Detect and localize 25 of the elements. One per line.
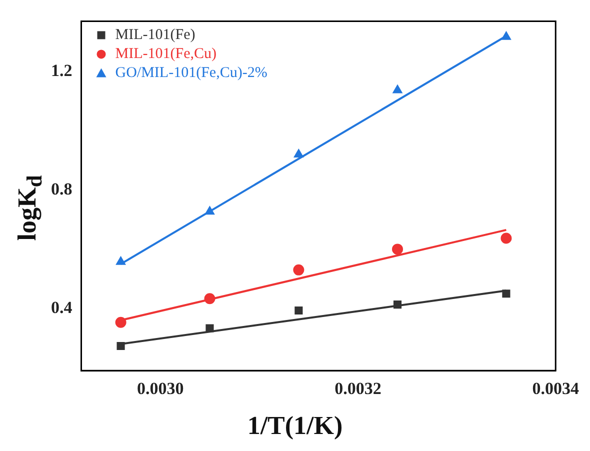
point	[116, 342, 125, 350]
point	[392, 244, 403, 255]
point	[115, 316, 126, 328]
x-tick-label: 0.0032	[334, 379, 382, 398]
point	[293, 264, 304, 276]
point	[204, 293, 216, 304]
point	[502, 290, 510, 298]
point	[204, 206, 215, 215]
y-tick-label: 0.8	[51, 179, 72, 198]
x-tick-label: 0.0034	[532, 379, 580, 398]
point	[206, 324, 214, 332]
point	[500, 232, 512, 244]
point	[294, 148, 304, 158]
point	[392, 84, 402, 94]
legend-label: MIL-101(Fe)	[115, 27, 196, 44]
y-tick-label: 1.2	[51, 60, 72, 80]
legend-label: GO/MIL-101(Fe,Cu)-2%	[115, 65, 268, 82]
point	[393, 300, 402, 309]
point	[294, 306, 303, 315]
legend-label: MIL-101(Fe,Cu)	[115, 46, 216, 62]
y-tick-label: 0.4	[51, 298, 73, 317]
x-axis-title: 1/T(1/K)	[246, 411, 344, 441]
point	[501, 31, 512, 40]
point	[116, 256, 126, 265]
x-tick-label: 0.0030	[136, 379, 184, 398]
